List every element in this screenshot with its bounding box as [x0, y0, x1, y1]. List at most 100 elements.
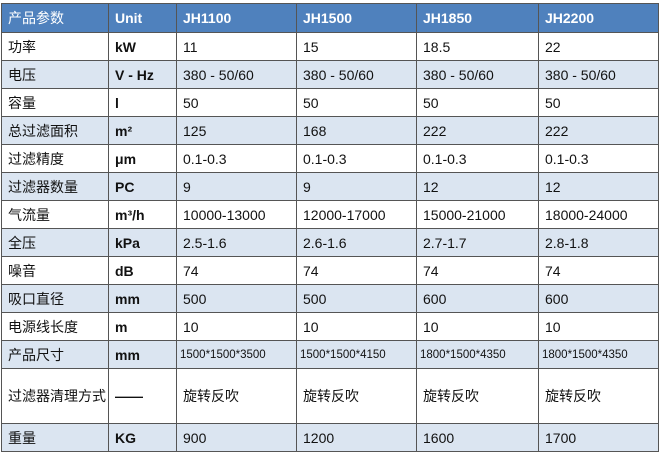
table-row: 重量 KG 900 1200 1600 1700 [1, 423, 659, 452]
table-row: 容量 l 50 50 50 50 [1, 88, 659, 117]
value-cell: 10 [538, 312, 659, 341]
row-label: 全压 [1, 228, 109, 257]
row-label: 吸口直径 [1, 284, 109, 313]
spec-table: 产品参数 Unit JH1100 JH1500 JH1850 JH2200 功率 kW 11 1… [1, 3, 659, 452]
row-label: 噪音 [1, 256, 109, 285]
value-cell: 74 [176, 256, 297, 285]
value-cell: 10 [176, 312, 297, 341]
table-row: 吸口直径 mm 500 500 600 600 [1, 284, 659, 313]
header-cell: JH1500 [296, 3, 417, 33]
value-cell: 22 [538, 32, 659, 61]
row-label: 功率 [1, 32, 109, 61]
table-row: 过滤器清理方式 —— 旋转反吹 旋转反吹 旋转反吹 旋转反吹 [1, 368, 659, 424]
unit-cell: dB [108, 256, 177, 285]
table-row: 噪音 dB 74 74 74 74 [1, 256, 659, 285]
value-cell: 600 [416, 284, 539, 313]
value-cell: 旋转反吹 [538, 368, 659, 424]
table-row: 产品尺寸 mm 1500*1500*3500 1500*1500*4150 1800*1… [1, 340, 659, 369]
value-cell: 50 [416, 88, 539, 117]
value-cell: 1200 [296, 423, 417, 452]
unit-cell: m² [108, 116, 177, 145]
value-cell: 168 [296, 116, 417, 145]
value-cell: 380 - 50/60 [538, 60, 659, 89]
value-cell: 2.7-1.7 [416, 228, 539, 257]
header-cell: 产品参数 [1, 3, 109, 33]
value-cell: 18000-24000 [538, 200, 659, 229]
value-cell: 222 [416, 116, 539, 145]
value-cell: 12 [538, 172, 659, 201]
value-cell: 2.6-1.6 [296, 228, 417, 257]
value-cell: 0.1-0.3 [538, 144, 659, 173]
value-cell: 9 [176, 172, 297, 201]
value-cell: 0.1-0.3 [416, 144, 539, 173]
row-label: 重量 [1, 423, 109, 452]
value-cell: 15000-21000 [416, 200, 539, 229]
unit-cell: m³/h [108, 200, 177, 229]
table-row: 功率 kW 11 15 18.5 22 [1, 32, 659, 61]
value-cell: 0.1-0.3 [176, 144, 297, 173]
value-cell: 10 [416, 312, 539, 341]
value-cell: 1500*1500*3500 [176, 340, 297, 369]
value-cell: 125 [176, 116, 297, 145]
row-label: 过滤精度 [1, 144, 109, 173]
value-cell: 旋转反吹 [416, 368, 539, 424]
value-cell: 9 [296, 172, 417, 201]
unit-cell: kPa [108, 228, 177, 257]
header-row: 产品参数 Unit JH1100 JH1500 JH1850 JH2200 [1, 3, 659, 33]
value-cell: 12000-17000 [296, 200, 417, 229]
value-cell: 旋转反吹 [296, 368, 417, 424]
value-cell: 0.1-0.3 [296, 144, 417, 173]
value-cell: 2.5-1.6 [176, 228, 297, 257]
table-row: 电源线长度 m 10 10 10 10 [1, 312, 659, 341]
table-row: 过滤精度 μm 0.1-0.3 0.1-0.3 0.1-0.3 0.1-0.3 [1, 144, 659, 173]
value-cell: 12 [416, 172, 539, 201]
value-cell: 380 - 50/60 [176, 60, 297, 89]
value-cell: 50 [538, 88, 659, 117]
unit-cell: PC [108, 172, 177, 201]
unit-cell: mm [108, 340, 177, 369]
value-cell: 222 [538, 116, 659, 145]
value-cell: 1800*1500*4350 [416, 340, 539, 369]
value-cell: 18.5 [416, 32, 539, 61]
row-label: 过滤器清理方式 [1, 368, 109, 424]
value-cell: 380 - 50/60 [296, 60, 417, 89]
header-cell: JH1850 [416, 3, 539, 33]
table-row: 电压 V - Hz 380 - 50/60 380 - 50/60 380 - 50/6… [1, 60, 659, 89]
value-cell: 15 [296, 32, 417, 61]
value-cell: 74 [296, 256, 417, 285]
table-body: 功率 kW 11 15 18.5 22 电压 V - Hz 380 - 50/60 380 - 5… [1, 32, 659, 452]
row-label: 容量 [1, 88, 109, 117]
value-cell: 1500*1500*4150 [296, 340, 417, 369]
header-cell: JH2200 [538, 3, 659, 33]
value-cell: 900 [176, 423, 297, 452]
table-row: 气流量 m³/h 10000-13000 12000-17000 15000-21000… [1, 200, 659, 229]
header-cell: JH1100 [176, 3, 297, 33]
value-cell: 380 - 50/60 [416, 60, 539, 89]
value-cell: 11 [176, 32, 297, 61]
value-cell: 10000-13000 [176, 200, 297, 229]
table-row: 总过滤面积 m² 125 168 222 222 [1, 116, 659, 145]
row-label: 气流量 [1, 200, 109, 229]
value-cell: 1800*1500*4350 [538, 340, 659, 369]
value-cell: 600 [538, 284, 659, 313]
row-label: 过滤器数量 [1, 172, 109, 201]
value-cell: 74 [538, 256, 659, 285]
table-row: 过滤器数量 PC 9 9 12 12 [1, 172, 659, 201]
unit-cell: l [108, 88, 177, 117]
value-cell: 1700 [538, 423, 659, 452]
header-cell: Unit [108, 3, 177, 33]
row-label: 电源线长度 [1, 312, 109, 341]
value-cell: 500 [296, 284, 417, 313]
row-label: 电压 [1, 60, 109, 89]
row-label: 总过滤面积 [1, 116, 109, 145]
unit-cell: m [108, 312, 177, 341]
value-cell: 2.8-1.8 [538, 228, 659, 257]
row-label: 产品尺寸 [1, 340, 109, 369]
value-cell: 500 [176, 284, 297, 313]
value-cell: 10 [296, 312, 417, 341]
unit-cell: kW [108, 32, 177, 61]
table-row: 全压 kPa 2.5-1.6 2.6-1.6 2.7-1.7 2.8-1.8 [1, 228, 659, 257]
unit-cell: —— [108, 368, 177, 424]
value-cell: 1600 [416, 423, 539, 452]
page: 产品参数 Unit JH1100 JH1500 JH1850 JH2200 功率 kW 11 1… [0, 3, 660, 460]
